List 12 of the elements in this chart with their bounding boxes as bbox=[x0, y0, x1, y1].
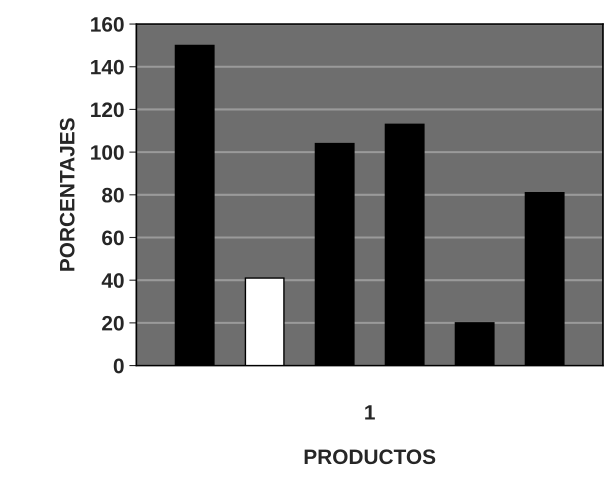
y-tick-label: 100 bbox=[91, 145, 124, 160]
y-tick-label: 120 bbox=[91, 102, 124, 118]
x-axis-title: PRODUCTOS bbox=[304, 449, 436, 464]
x-tick-label: 1 bbox=[365, 405, 375, 420]
y-tick-label: 140 bbox=[91, 60, 124, 74]
y-tick-label: 40 bbox=[102, 273, 124, 288]
y-tick-label: 20 bbox=[102, 316, 124, 331]
y-axis-title: PORCENTAJES bbox=[60, 118, 75, 271]
y-tick-label: 60 bbox=[102, 230, 124, 246]
y-tick-label: 160 bbox=[91, 17, 124, 32]
y-tick-label: 0 bbox=[114, 358, 124, 374]
y-tick-label: 80 bbox=[102, 188, 124, 203]
